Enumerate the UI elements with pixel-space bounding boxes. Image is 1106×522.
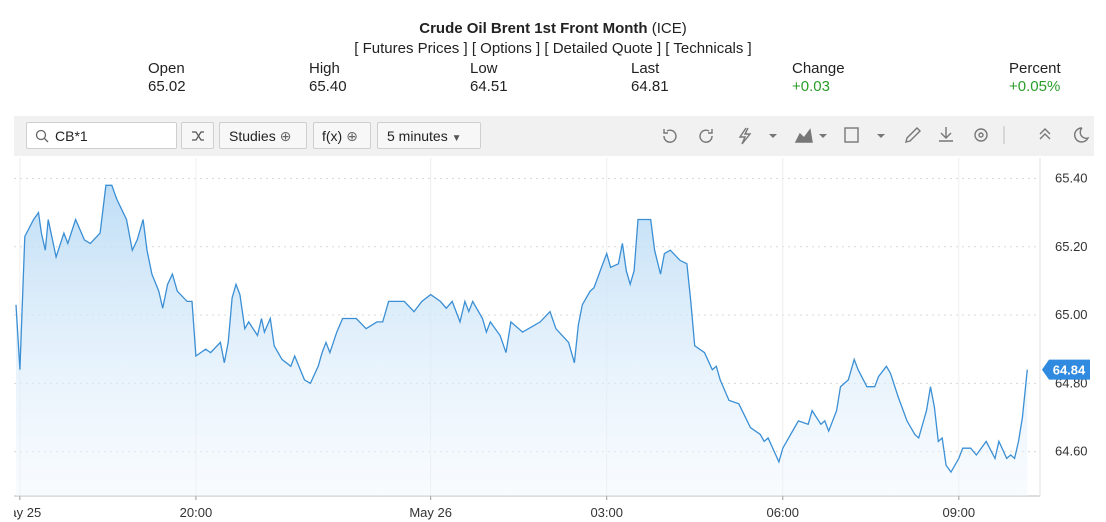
quote-value: 64.51 [470,78,508,95]
quote-value: 65.40 [309,78,347,95]
header-links: [ Futures Prices ] [ Options ] [ Detaile… [0,40,1106,57]
toolbar: CB*1 Studies ⊕ f(x) ⊕ 5 minutes ▼ [14,116,1094,156]
interval-select[interactable]: 5 minutes ▼ [377,122,481,149]
y-tick-label: 65.40 [1055,170,1088,185]
redo-icon[interactable] [699,129,713,143]
symbol-search[interactable]: CB*1 [26,122,177,149]
plus-icon: ⊕ [279,128,292,144]
symbol: CB*1 [55,128,88,144]
header-link[interactable]: [ Futures Prices ] [354,40,468,57]
y-tick-label: 64.60 [1055,444,1088,459]
area [15,185,1028,497]
x-tick-label: 20:00 [180,505,213,520]
price-line [15,184,1028,474]
chart-type-icon[interactable] [794,128,813,143]
x-tick-label: May 26 [409,505,452,520]
y-tick-label: 65.00 [1055,307,1088,322]
x-tick-label: 03:00 [590,505,623,520]
settings-icon[interactable] [974,128,988,142]
quote-label: Low [470,60,498,77]
quote-label: Percent [1009,60,1061,77]
compare-button[interactable] [181,122,214,149]
download-icon[interactable] [939,127,953,142]
undo-icon[interactable] [663,129,677,143]
header-link[interactable]: [ Detailed Quote ] [544,40,662,57]
quote-label: Last [631,60,660,77]
plus-icon: ⊕ [346,128,358,144]
header-link[interactable]: [ Technicals ] [665,40,752,57]
toolbar-icons [663,126,1090,145]
theme-icon[interactable] [1074,127,1090,143]
flash-icon[interactable] [738,127,752,145]
plot-clip: May 25 20:00 May 26 03:00 06:00 09:00 [0,505,976,520]
y-tick-label: 65.20 [1055,239,1088,254]
layout-icon[interactable] [844,127,859,143]
draw-icon[interactable] [905,127,921,143]
dropdown-arrow: ▼ [451,133,462,144]
function-button[interactable]: f(x) ⊕ [313,122,371,149]
quote-label: High [309,60,340,77]
title: Crude Oil Brent 1st Front Month [419,20,648,37]
quote-value: 64.81 [631,78,669,95]
x-tick-label: 06:00 [766,505,799,520]
quote-label: Open [148,60,185,77]
collapse-icon[interactable] [1039,128,1051,140]
function-label: f(x) [322,128,343,144]
shuffle-icon [192,131,204,141]
x-tick-label: 09:00 [943,505,976,520]
studies-label: Studies [229,128,276,144]
exchange: (ICE) [651,20,687,37]
search-icon [35,129,49,143]
last-price-label: 64.84 [1053,363,1086,378]
interval-label: 5 minutes [387,128,448,144]
last-price-tag [1042,359,1090,380]
header-title: Crude Oil Brent 1st Front Month (ICE) [0,20,1106,37]
quote-value: +0.05% [1009,78,1061,95]
studies-button[interactable]: Studies ⊕ [219,122,307,149]
quote-value: 65.02 [148,78,186,95]
x-tick-label: May 25 [0,505,41,520]
quote-value: +0.03 [792,78,830,95]
header-link[interactable]: [ Options ] [471,40,541,57]
quote-label: Change [792,60,845,77]
